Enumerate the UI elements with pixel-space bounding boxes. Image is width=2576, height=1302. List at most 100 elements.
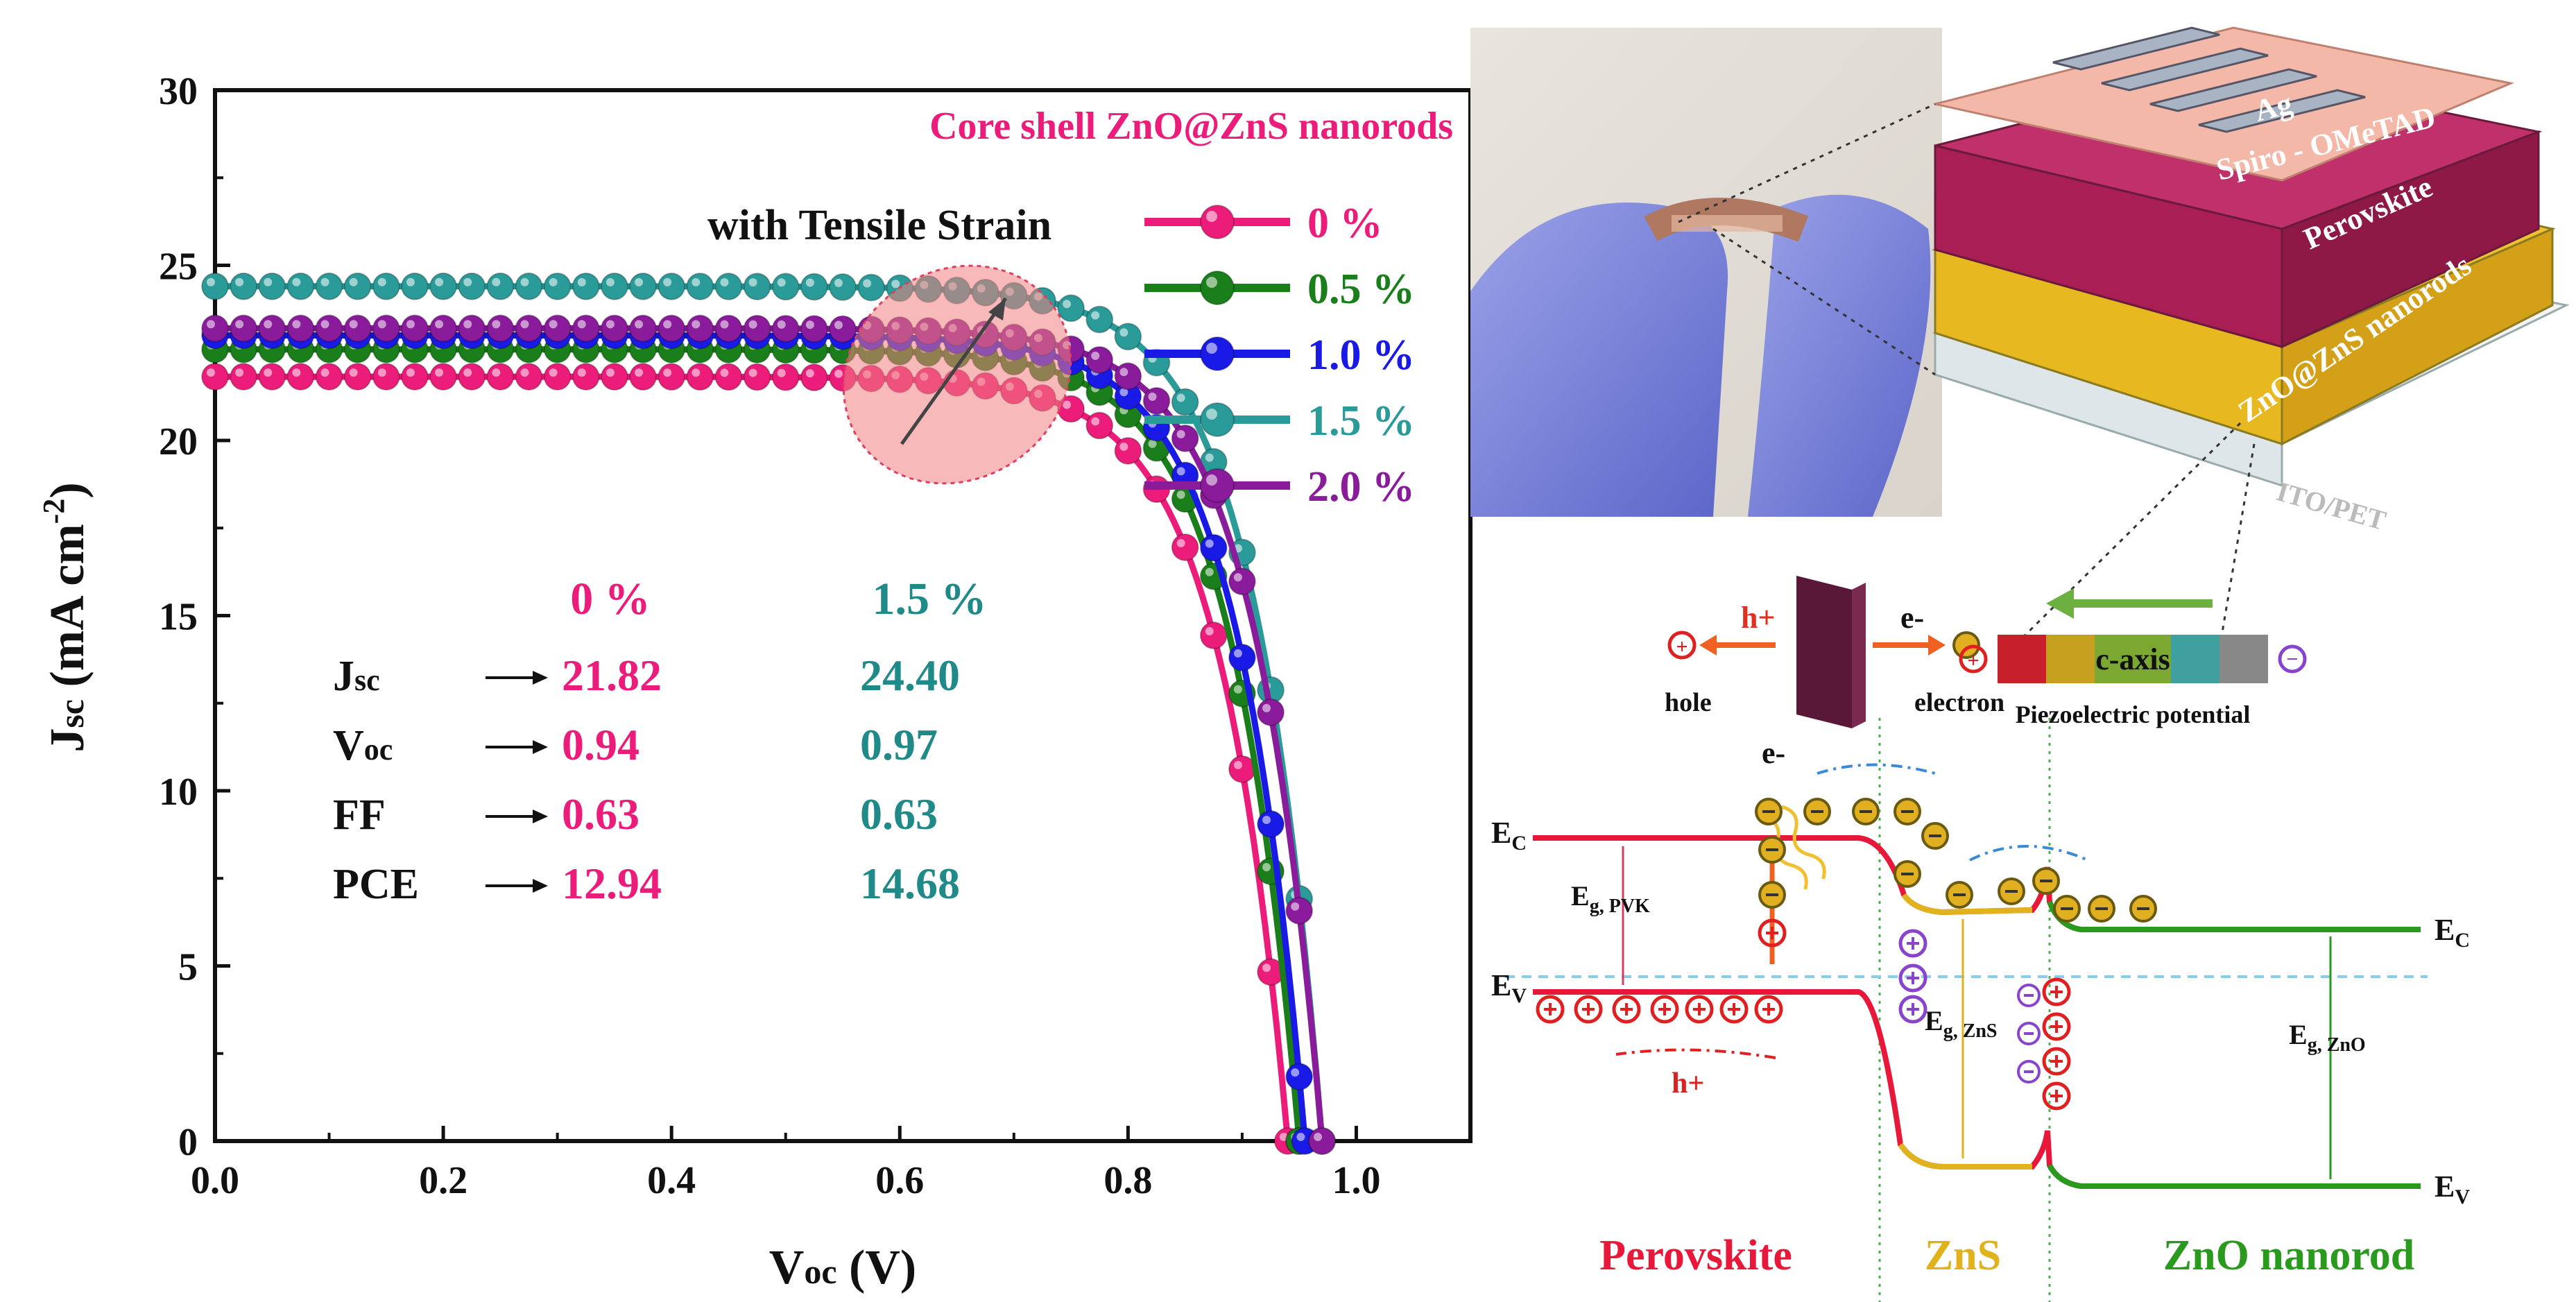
y-tick-label: 0 (178, 1121, 198, 1164)
series-marker (1199, 533, 1228, 562)
x-tick-label: 0.4 (647, 1159, 696, 1202)
series-marker (1285, 1063, 1314, 1091)
row-arrowhead (533, 671, 548, 685)
series-marker (343, 363, 372, 391)
series-marker (286, 314, 315, 343)
series-marker (486, 314, 515, 343)
series-marker (658, 314, 686, 343)
series-marker (429, 314, 458, 343)
marker-highlight (692, 277, 701, 286)
h-plus-label: h+ (1741, 601, 1776, 635)
legend-marker (1200, 336, 1235, 371)
marker-highlight (1291, 902, 1300, 911)
table-value-0: 0.63 (562, 789, 639, 839)
table-value-0: 12.94 (562, 859, 662, 908)
marker-highlight (606, 277, 615, 286)
series-marker (1228, 643, 1256, 671)
marker-highlight (406, 320, 415, 329)
marker-highlight (435, 368, 444, 377)
hole-symbol (1667, 631, 1697, 660)
marker-highlight (207, 320, 215, 329)
strain-highlight-ellipse (842, 264, 1072, 485)
marker-highlight (406, 368, 415, 377)
marker-highlight (863, 279, 872, 288)
series-marker (658, 363, 686, 391)
hole-dot (2042, 1012, 2071, 1041)
series-marker (686, 314, 714, 343)
band-diagram: + h+ e- hole electron c-axis + − Piezoel… (1491, 576, 2470, 1302)
series-marker (400, 314, 429, 343)
marker-highlight (520, 277, 529, 286)
device-schematic: Ag Spiro - OMeTAD Perovskite ZnO@ZnS nan… (1678, 26, 2570, 650)
series-marker (230, 363, 258, 391)
y-tick-label: 20 (159, 420, 198, 463)
marker-highlight (663, 277, 672, 286)
marker-highlight (292, 277, 301, 286)
series-marker (600, 314, 628, 343)
series-marker (572, 272, 600, 300)
electron-label: electron (1914, 688, 2004, 717)
series-marker (258, 272, 286, 300)
e-minus-band-label: e- (1762, 736, 1785, 770)
ev-label-right: EV (2435, 1170, 2470, 1208)
marker-highlight (635, 320, 644, 329)
marker-highlight (292, 320, 301, 329)
x-tick-label: 0.0 (191, 1159, 239, 1202)
marker-highlight (1233, 573, 1242, 582)
hole-dot (1719, 995, 1749, 1024)
marker-highlight (207, 368, 215, 377)
marker-highlight (692, 368, 701, 377)
series-marker (372, 272, 400, 300)
marker-highlight (235, 277, 244, 286)
series-marker (1257, 698, 1285, 726)
series-curves (201, 272, 1337, 1155)
marker-highlight (692, 320, 701, 329)
marker-highlight (377, 277, 386, 286)
ag-electrode (2101, 47, 2269, 92)
series-marker (1257, 810, 1285, 838)
marker-highlight (1233, 760, 1242, 769)
series-marker (1114, 362, 1142, 391)
series-marker (429, 363, 458, 391)
marker-highlight (435, 277, 444, 286)
series-marker (743, 273, 771, 301)
series-marker (1085, 345, 1114, 374)
y-tick-label: 25 (159, 246, 198, 289)
marker-highlight (748, 320, 757, 329)
x-axis-label: Voc (V) (769, 1241, 916, 1294)
hole-dot (2042, 977, 2071, 1007)
legend-marker-highlight (1206, 343, 1217, 354)
hole-dot (1898, 995, 1927, 1024)
marker-highlight (463, 320, 472, 329)
marker-highlight (1119, 328, 1128, 337)
series-marker (771, 273, 800, 301)
x-tick-label: 0.2 (419, 1159, 467, 1202)
marker-highlight (492, 368, 501, 377)
legend-marker-highlight (1206, 474, 1217, 486)
hole-dot (2042, 1081, 2071, 1111)
marker-highlight (435, 320, 444, 329)
marker-highlight (264, 320, 273, 329)
series-marker (230, 314, 258, 343)
series-marker (714, 273, 743, 301)
marker-highlight (663, 368, 672, 377)
series-marker (201, 272, 229, 300)
marker-highlight (748, 278, 757, 287)
holes (1536, 918, 2071, 1111)
table-row-label: Voc (333, 722, 393, 769)
table-header-1: 1.5 % (873, 574, 987, 624)
marker-highlight (1176, 490, 1185, 499)
marker-highlight (406, 277, 415, 286)
series-marker (1142, 386, 1171, 415)
region-zno: ZnO nanorod (2163, 1232, 2414, 1279)
series-marker (771, 363, 800, 391)
series-marker (829, 315, 857, 343)
conduction-band (1533, 835, 2421, 932)
marker-highlight (1091, 417, 1100, 426)
legend-marker (1200, 271, 1235, 305)
marker-highlight (1119, 368, 1128, 377)
series-marker (572, 314, 600, 343)
marker-highlight (549, 368, 558, 377)
marker-highlight (549, 320, 558, 329)
marker-highlight (1148, 392, 1157, 401)
